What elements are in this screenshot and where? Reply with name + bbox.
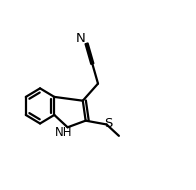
Text: N: N	[76, 32, 86, 44]
Text: NH: NH	[55, 126, 72, 139]
Text: S: S	[104, 117, 113, 130]
